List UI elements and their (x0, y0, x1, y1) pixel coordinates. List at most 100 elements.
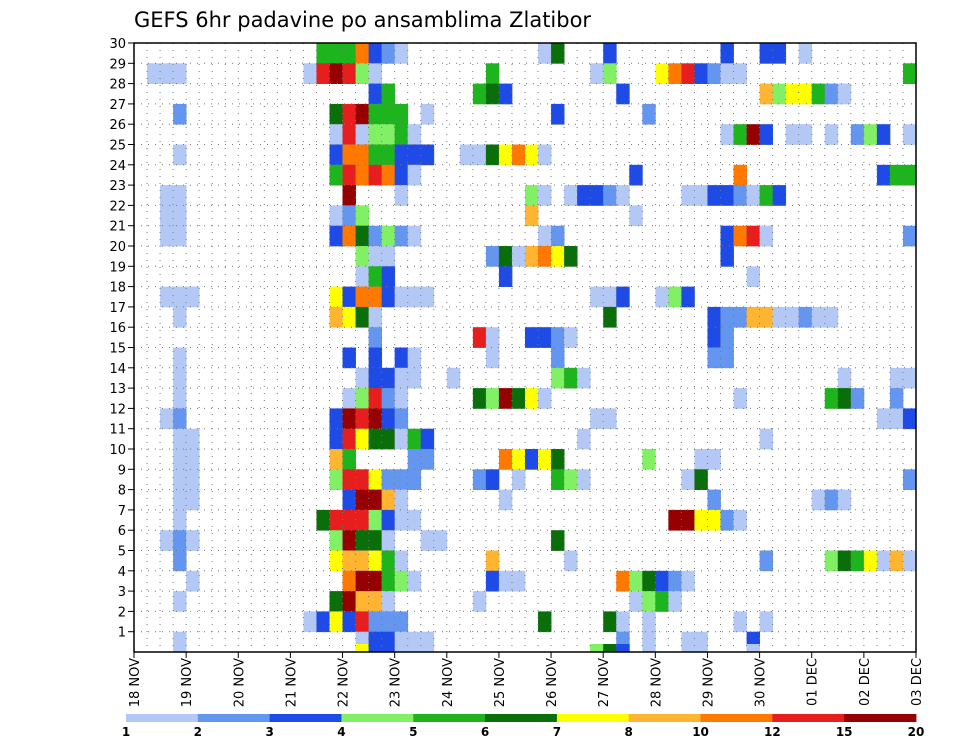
heatmap-cell (394, 144, 409, 166)
heatmap-cell (160, 286, 174, 308)
heatmap-cell (472, 388, 487, 409)
heatmap-cell (472, 469, 487, 490)
heatmap-cell (173, 428, 187, 450)
x-tick-label: 03 DEC (910, 658, 925, 706)
heatmap-cell (551, 530, 565, 551)
heatmap-cell (720, 225, 734, 247)
heatmap-cell (355, 644, 369, 653)
heatmap-cell (824, 83, 839, 105)
heatmap-cell (381, 570, 396, 592)
heatmap-cell (342, 449, 356, 470)
heatmap-cell (655, 63, 669, 84)
heatmap-cell (368, 266, 383, 287)
heatmap-cell (759, 43, 774, 64)
heatmap-cell (551, 225, 565, 247)
heatmap-cell (381, 367, 396, 389)
x-tick-label: 19 NOV (180, 658, 195, 707)
heatmap-cell (551, 103, 565, 125)
heatmap-cell (342, 489, 356, 511)
heatmap-cell (329, 591, 343, 612)
heatmap-cell (420, 144, 435, 166)
heatmap-cell (538, 611, 552, 633)
heatmap-cell (759, 611, 774, 633)
heatmap-cell (837, 550, 852, 572)
heatmap-cell (720, 43, 734, 64)
heatmap-cell (381, 591, 396, 612)
heatmap-cell (173, 449, 187, 470)
heatmap-cell (837, 489, 852, 511)
x-tick-label: 25 NOV (493, 658, 508, 707)
heatmap-cell (525, 246, 539, 267)
heatmap-cell (355, 591, 369, 612)
legend-level-label: 10 (692, 725, 709, 739)
heatmap-cell (394, 225, 409, 247)
heatmap-cell (407, 124, 422, 145)
heatmap-cell (342, 164, 356, 186)
heatmap-cell (902, 469, 917, 490)
heatmap-cell (329, 286, 343, 308)
heatmap-cell (160, 185, 174, 206)
heatmap-cell (173, 489, 187, 511)
legend-level-label: 12 (764, 725, 781, 739)
heatmap-cell (485, 570, 500, 592)
heatmap-cell (342, 286, 356, 308)
heatmap-cell (381, 124, 396, 145)
legend-level-label: 3 (265, 725, 273, 739)
heatmap-cell (707, 306, 721, 328)
heatmap-cell (511, 144, 526, 166)
heatmap-cell (355, 570, 369, 592)
heatmap-cell (798, 306, 813, 328)
heatmap-cell (407, 144, 422, 166)
heatmap-cell (538, 225, 552, 247)
heatmap-cell (368, 644, 383, 653)
heatmap-cell (368, 164, 383, 186)
heatmap-cell (316, 63, 330, 84)
heatmap-cell (681, 570, 695, 592)
heatmap-cell (368, 469, 383, 490)
heatmap-cell (381, 43, 396, 64)
heatmap-cell (603, 306, 617, 328)
heatmap-cell (498, 570, 513, 592)
heatmap-cell (733, 509, 747, 531)
heatmap-cell (551, 367, 565, 389)
y-tick-label: 24 (109, 159, 126, 174)
heatmap-cell (511, 469, 526, 490)
heatmap-cell (355, 43, 369, 64)
legend-color-bin (197, 714, 271, 722)
heatmap-cell (381, 388, 396, 409)
y-tick-label: 14 (109, 362, 126, 377)
heatmap-cell (186, 428, 200, 450)
heatmap-cell (342, 611, 356, 633)
heatmap-cell (590, 408, 604, 430)
heatmap-cell (407, 367, 422, 389)
heatmap-cell (902, 225, 917, 247)
y-tick-label: 25 (109, 139, 126, 154)
y-tick-label: 6 (118, 524, 126, 539)
heatmap-cell (616, 83, 630, 105)
heatmap-cell (173, 103, 187, 125)
heatmap-cell (668, 509, 682, 531)
legend-level-label: 8 (625, 725, 633, 739)
heatmap-cell (329, 306, 343, 328)
heatmap-cell (381, 550, 396, 572)
heatmap-cell (616, 644, 630, 653)
heatmap-cell (720, 63, 734, 84)
heatmap-cell (564, 327, 578, 348)
heatmap-cell (355, 266, 369, 287)
heatmap-cell (407, 469, 422, 490)
heatmap-cell (694, 469, 708, 490)
heatmap-cell (368, 428, 383, 450)
heatmap-cell (160, 408, 174, 430)
heatmap-cell (603, 408, 617, 430)
heatmap-cell (681, 63, 695, 84)
heatmap-cell (407, 164, 422, 186)
heatmap-cell (342, 205, 356, 227)
legend-level-label: 15 (836, 725, 853, 739)
heatmap-cell (876, 408, 891, 430)
heatmap-cell (733, 388, 747, 409)
heatmap-cell (420, 631, 435, 653)
heatmap-cell (381, 611, 396, 633)
heatmap-cell (329, 509, 343, 531)
legend-color-bin (628, 714, 701, 722)
heatmap-cell (707, 63, 721, 84)
